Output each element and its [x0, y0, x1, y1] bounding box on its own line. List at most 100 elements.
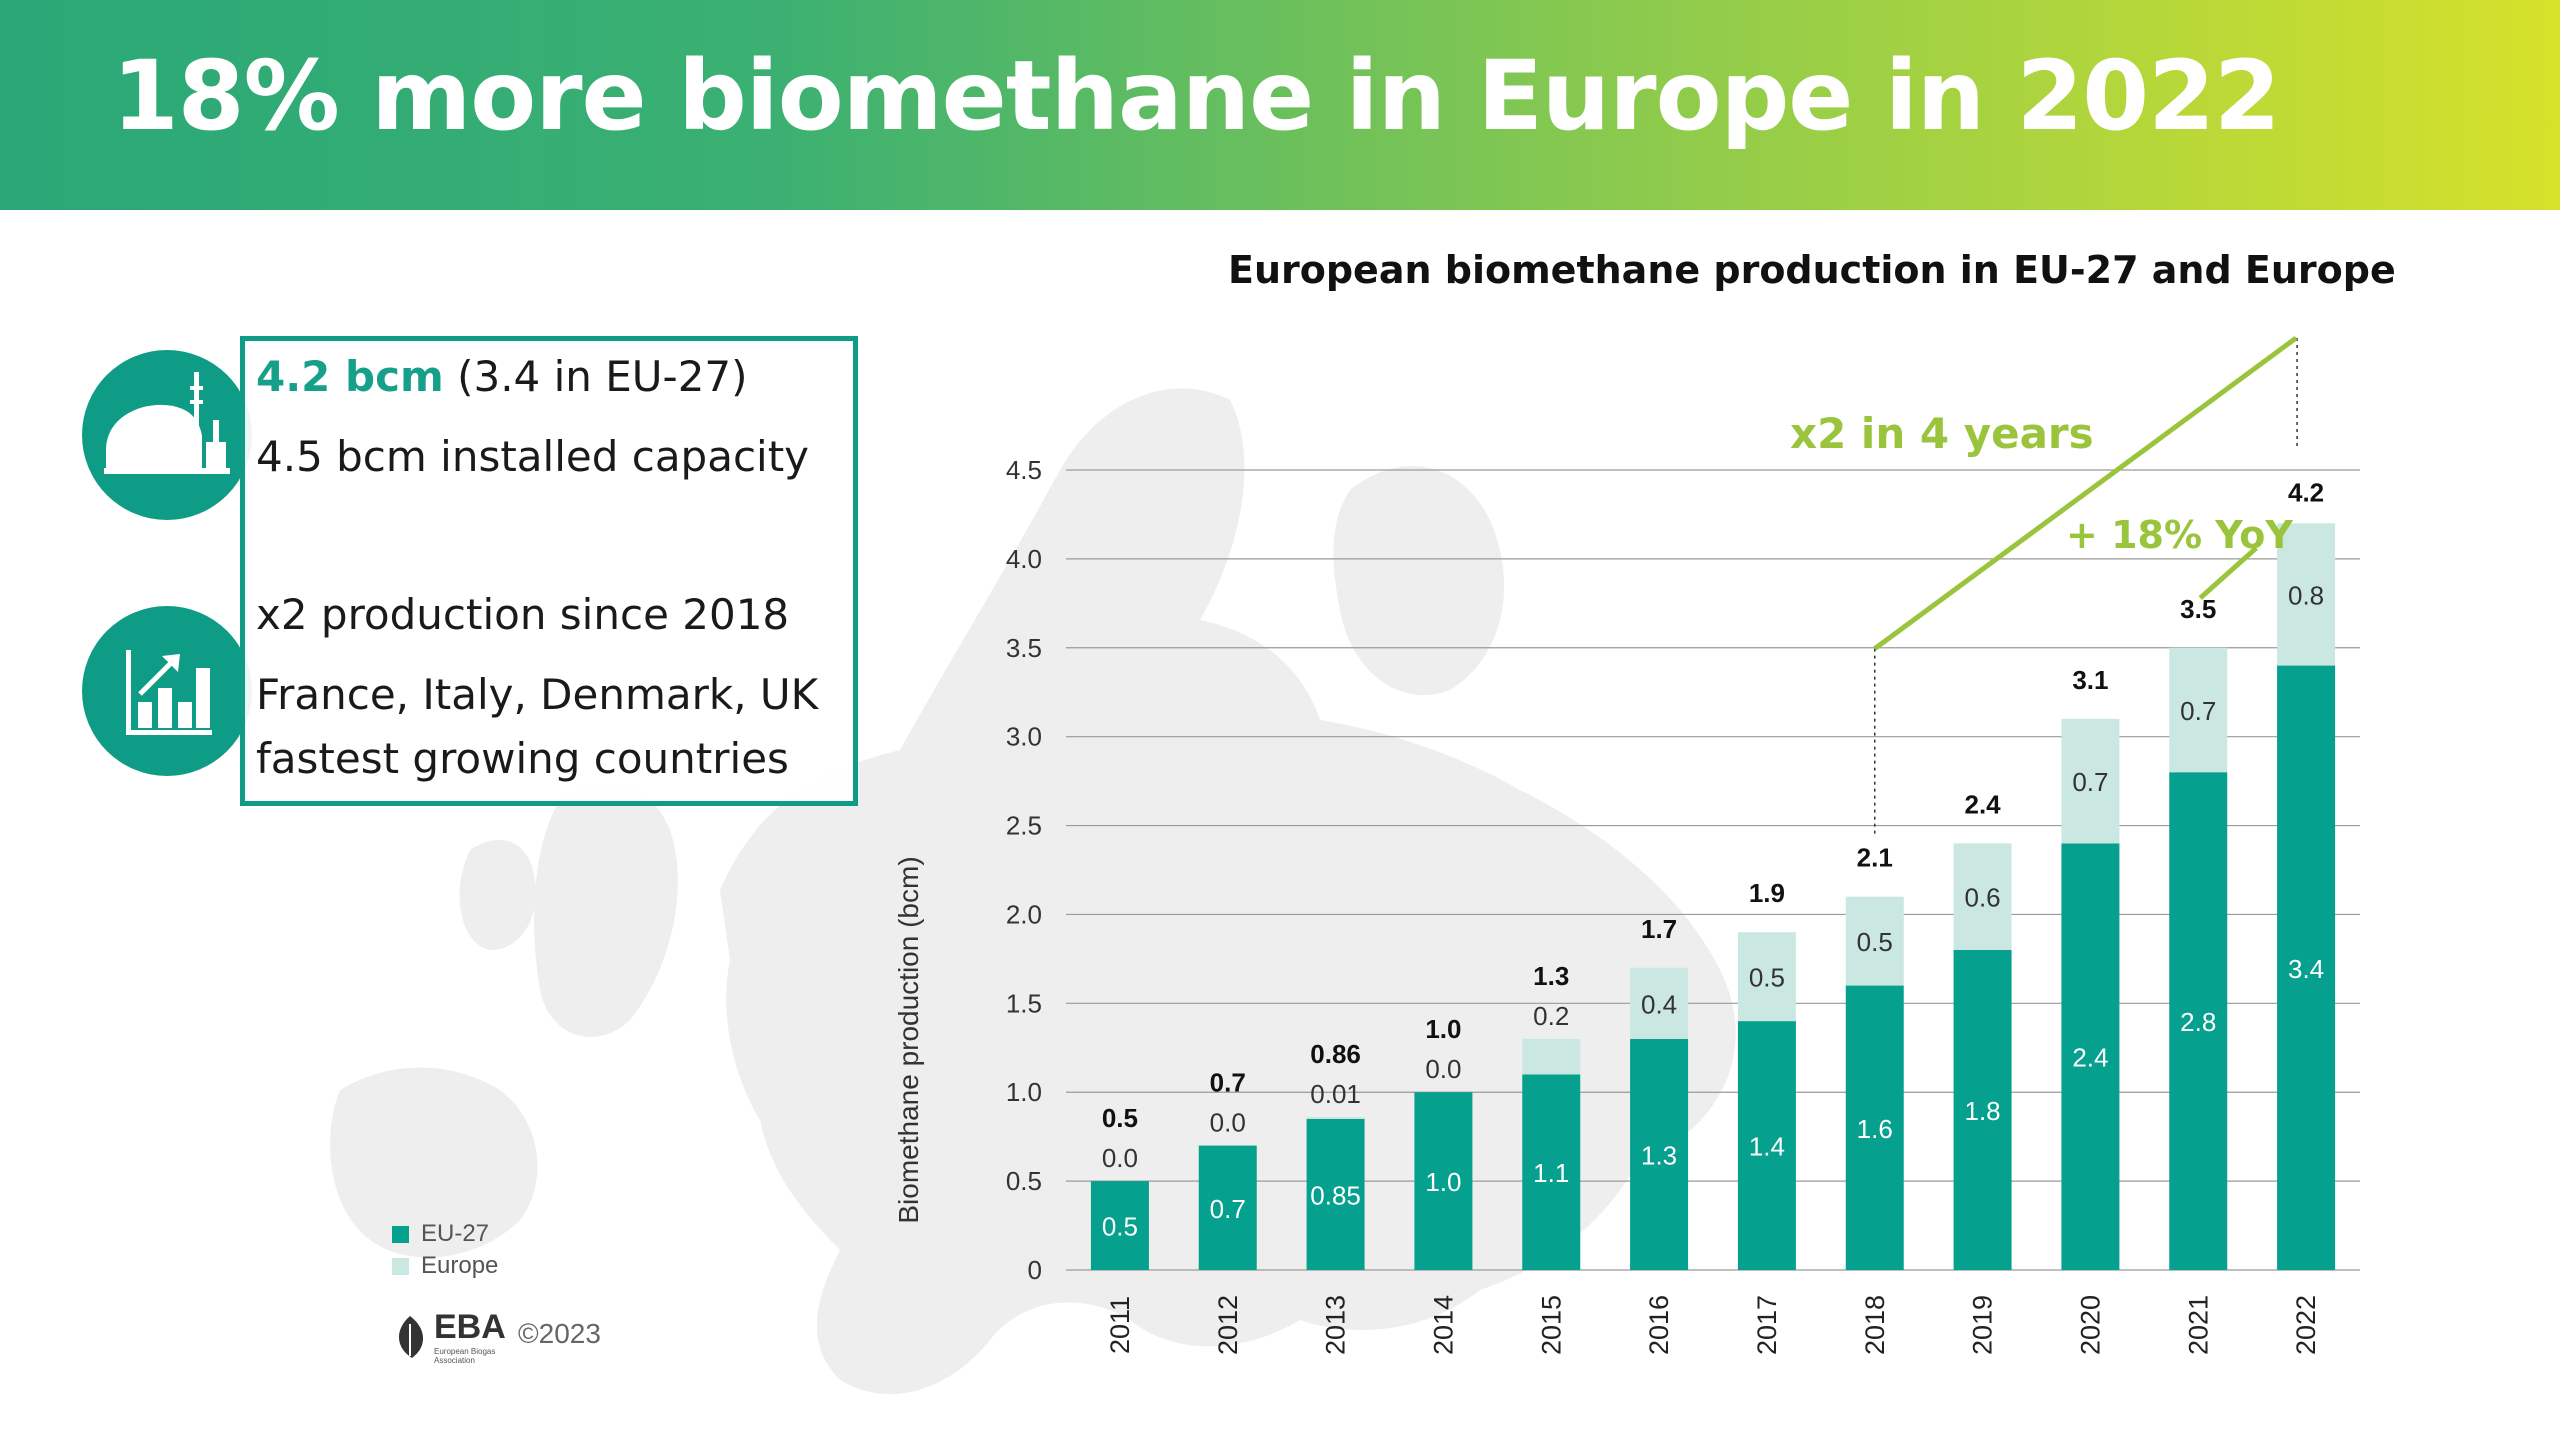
- eba-logo-sub1: European Biogas: [434, 1347, 496, 1356]
- data-label-eu27: 1.0: [1425, 1167, 1461, 1197]
- data-label-europe: 0.6: [1965, 883, 2001, 913]
- data-label-total: 1.7: [1641, 914, 1677, 944]
- legend-item-eu27: EU-27: [392, 1218, 498, 1250]
- data-label-europe: 0.4: [1641, 989, 1677, 1019]
- annotation-line-yoy: [2198, 546, 2258, 600]
- summary-countries-note: fastest growing countries: [256, 734, 789, 783]
- y-tick-label: 0: [1028, 1255, 1042, 1285]
- y-tick-label: 0.5: [1006, 1166, 1042, 1196]
- annotation-yoy: + 18% YoY: [2066, 513, 2293, 557]
- data-label-europe: 0.5: [1749, 963, 1785, 993]
- annotation-x2: x2 in 4 years: [1790, 409, 2094, 458]
- bar-europe: [2169, 647, 2228, 773]
- y-axis-label: Biomethane production (bcm): [893, 856, 924, 1223]
- legend-label-europe: Europe: [421, 1252, 499, 1279]
- summary-box: [240, 336, 858, 806]
- annotation-line-x2: [1873, 335, 2298, 651]
- y-tick-label: 4.0: [1006, 544, 1042, 574]
- biogas-plant-icon: [82, 350, 252, 520]
- x-tick-label: 2019: [1968, 1295, 1998, 1355]
- y-tick-label: 2.0: [1006, 899, 1042, 929]
- x-tick-label: 2022: [2291, 1295, 2321, 1355]
- title-banner: 18% more biomethane in Europe in 2022: [0, 0, 2560, 210]
- x-tick-label: 2016: [1644, 1295, 1674, 1355]
- x-tick-label: 2014: [1428, 1295, 1458, 1355]
- summary-countries: France, Italy, Denmark, UK: [256, 670, 819, 719]
- growth-chart-icon: [82, 606, 252, 776]
- bar-europe: [1306, 1117, 1365, 1119]
- data-label-europe: 0.0: [1425, 1054, 1461, 1084]
- data-label-eu27: 0.5: [1102, 1212, 1138, 1242]
- x-tick-label: 2020: [2075, 1295, 2105, 1355]
- bar-europe: [1845, 896, 1904, 986]
- data-label-europe: 0.0: [1102, 1143, 1138, 1173]
- data-label-europe: 0.7: [2072, 767, 2108, 797]
- x-tick-label: 2013: [1321, 1295, 1351, 1355]
- summary-production: 4.2 bcm (3.4 in EU-27): [256, 352, 748, 401]
- data-label-total: 1.9: [1749, 878, 1785, 908]
- bar-europe: [1953, 843, 2012, 950]
- x-tick-label: 2018: [1860, 1295, 1890, 1355]
- bar-eu27: [1953, 950, 2012, 1270]
- data-label-europe: 0.0: [1210, 1108, 1246, 1138]
- y-tick-label: 4.5: [1006, 455, 1042, 485]
- y-tick-label: 1.5: [1006, 988, 1042, 1018]
- chart-legend: EU-27 Europe: [392, 1218, 498, 1282]
- data-label-eu27: 3.4: [2288, 954, 2324, 984]
- bar-europe: [1630, 967, 1689, 1039]
- data-label-total: 0.5: [1102, 1103, 1138, 1133]
- bar-europe: [2061, 718, 2120, 844]
- leaf-icon: [398, 1315, 424, 1358]
- data-label-europe: 0.5: [1857, 927, 1893, 957]
- x-tick-label: 2015: [1536, 1295, 1566, 1355]
- data-label-eu27: 1.4: [1749, 1132, 1785, 1162]
- page-title: 18% more biomethane in Europe in 2022: [112, 40, 2281, 152]
- legend-item-europe: Europe: [392, 1250, 498, 1282]
- data-label-europe: 0.8: [2288, 580, 2324, 610]
- data-label-total: 3.1: [2072, 665, 2108, 695]
- bar-europe: [1737, 932, 1796, 1022]
- x-tick-label: 2012: [1213, 1295, 1243, 1355]
- data-label-total: 1.3: [1533, 961, 1569, 991]
- data-label-europe: 0.01: [1310, 1079, 1361, 1109]
- bar-eu27: [1845, 985, 1904, 1270]
- x-tick-label: 2011: [1105, 1296, 1135, 1354]
- eba-logo-sub2: Association: [434, 1356, 475, 1365]
- data-label-total: 0.86: [1310, 1039, 1361, 1069]
- data-label-total: 0.7: [1210, 1068, 1246, 1098]
- data-label-eu27: 2.4: [2072, 1043, 2108, 1073]
- data-label-eu27: 1.8: [1965, 1096, 2001, 1126]
- chart-title: European biomethane production in EU-27 …: [1228, 248, 2396, 292]
- summary-production-value: 4.2 bcm: [256, 352, 444, 401]
- bar-eu27: [1306, 1118, 1365, 1270]
- legend-swatch-eu27: [392, 1225, 409, 1243]
- bar-eu27: [1198, 1145, 1257, 1270]
- bar-eu27: [1414, 1092, 1473, 1270]
- bar-europe: [1522, 1038, 1581, 1075]
- data-label-eu27: 0.7: [1210, 1194, 1246, 1224]
- data-label-europe: 0.2: [1533, 1001, 1569, 1031]
- x-tick-label: 2017: [1752, 1295, 1782, 1355]
- x-tick-label: 2021: [2183, 1295, 2213, 1355]
- data-label-eu27: 2.8: [2180, 1007, 2216, 1037]
- copyright-text: ©2023: [518, 1318, 601, 1349]
- eba-logo: EBA European Biogas Association: [390, 1308, 506, 1365]
- bar-eu27: [2277, 665, 2336, 1270]
- y-tick-label: 3.0: [1006, 722, 1042, 752]
- data-label-eu27: 1.6: [1857, 1114, 1893, 1144]
- summary-production-eu27: (3.4 in EU-27): [443, 352, 748, 401]
- summary-growth: x2 production since 2018: [256, 590, 790, 639]
- y-tick-label: 3.5: [1006, 633, 1042, 663]
- summary-capacity: 4.5 bcm installed capacity: [256, 432, 810, 481]
- data-label-total: 1.0: [1425, 1014, 1461, 1044]
- data-label-total: 2.1: [1857, 843, 1893, 873]
- data-label-eu27: 0.85: [1310, 1180, 1361, 1210]
- bar-eu27: [2169, 772, 2228, 1270]
- bar-eu27: [1090, 1181, 1149, 1270]
- bar-eu27: [1737, 1021, 1796, 1270]
- legend-swatch-europe: [392, 1257, 409, 1275]
- y-tick-label: 1.0: [1006, 1077, 1042, 1107]
- data-label-total: 2.4: [1965, 789, 2002, 819]
- bar-eu27: [1522, 1074, 1581, 1270]
